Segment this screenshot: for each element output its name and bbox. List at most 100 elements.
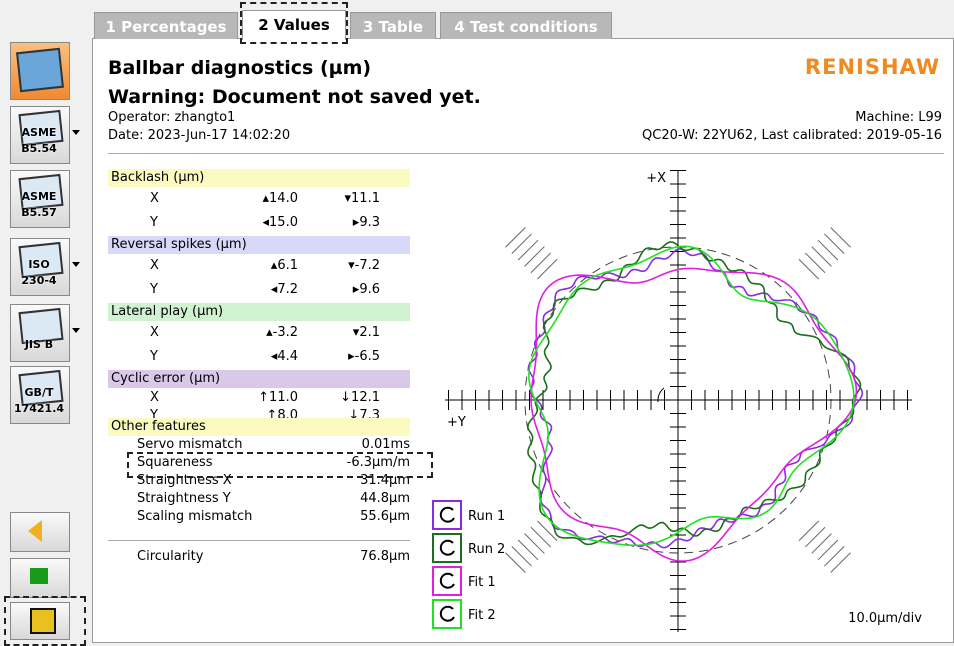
back-button[interactable]	[10, 512, 70, 552]
row-value: ◂7.2	[270, 282, 298, 297]
tab[interactable]: 2 Values	[242, 10, 346, 40]
row-value: ▾-7.2	[348, 258, 380, 273]
legend-icon	[439, 605, 455, 622]
calibration: QC20-W: 22YU62, Last calibrated: 2019-05…	[642, 128, 942, 143]
row-value: ▸9.6	[352, 282, 380, 297]
hatch	[824, 233, 845, 254]
toolbar-label: ISO	[28, 258, 50, 271]
row-value: ◂4.4	[270, 349, 298, 364]
feature-label: Squareness	[137, 455, 213, 470]
row-label: X	[150, 191, 159, 206]
legend-swatch	[432, 500, 462, 530]
row-label: X	[150, 258, 159, 273]
row-value: ▸-6.5	[348, 349, 380, 364]
hatch	[536, 258, 558, 280]
hatch	[524, 533, 545, 554]
row-label: X	[150, 390, 159, 405]
hatch	[530, 252, 552, 274]
hatch	[830, 552, 851, 573]
hatch	[824, 546, 845, 567]
section-header: Reversal spikes (µm)	[108, 236, 410, 254]
hatch	[517, 539, 539, 561]
row-value: ◂15.0	[262, 215, 298, 230]
row-value: ▴-3.2	[266, 325, 298, 340]
legend-icon	[439, 572, 455, 589]
hatch	[524, 246, 545, 267]
legend-label: Fit 2	[468, 608, 496, 623]
x-axis-label: +X	[646, 171, 666, 186]
row-value: ▾11.1	[344, 191, 380, 206]
toolbar-label: 230-4	[21, 274, 57, 287]
hatch	[798, 520, 820, 542]
operator: Operator: zhangto1	[108, 110, 236, 125]
feature-value: -6.3µm/m	[346, 455, 410, 470]
rotation-arrow	[657, 387, 665, 403]
hatch	[505, 227, 526, 248]
save-icon	[30, 608, 56, 634]
circularity-label: Circularity	[137, 549, 204, 564]
section-header: Lateral play (µm)	[108, 303, 410, 321]
feature-value: 44.8µm	[360, 491, 410, 506]
legend-icon	[439, 506, 455, 523]
section-header: Backlash (µm)	[108, 169, 410, 187]
machine: Machine: L99	[855, 110, 942, 125]
tab[interactable]: 1 Percentages	[94, 12, 238, 39]
row-value: ▾2.1	[352, 325, 380, 340]
section-header: Cyclic error (µm)	[108, 370, 410, 388]
toolbar-label: GB/T	[24, 386, 54, 399]
highlight-box	[240, 2, 348, 44]
hatch	[511, 233, 532, 254]
hatch	[817, 539, 839, 561]
hatch	[505, 552, 526, 573]
legend-swatch	[432, 566, 462, 596]
rewind-icon	[30, 568, 48, 584]
warning: Warning: Document not saved yet.	[108, 86, 481, 108]
date: Date: 2023-Jun-17 14:02:20	[108, 128, 291, 143]
hatch	[798, 258, 820, 280]
trace	[530, 267, 858, 562]
circularity-value: 76.8µm	[360, 549, 410, 564]
toolbar-label: ASME	[21, 126, 57, 139]
highlight-box	[4, 596, 86, 646]
row-label: Y	[150, 282, 158, 297]
highlight-box	[127, 452, 433, 478]
hatch	[804, 526, 826, 548]
row-label: Y	[150, 408, 158, 423]
title: Ballbar diagnostics (µm)	[108, 57, 372, 79]
toolbar-label: 17421.4	[13, 402, 65, 415]
hatch	[811, 246, 832, 267]
feature-label: Straightness Y	[137, 491, 231, 506]
y-axis-label: +Y	[447, 415, 466, 430]
separator	[108, 153, 944, 154]
legend-label: Fit 1	[468, 575, 496, 590]
feature-label: Servo mismatch	[137, 437, 243, 452]
legend-label: Run 2	[468, 542, 505, 557]
row-label: Y	[150, 215, 158, 230]
toolbar-label: JIS B	[24, 338, 54, 351]
dropdown-arrow[interactable]	[72, 130, 80, 139]
tab[interactable]: 3 Table	[350, 12, 436, 39]
row-value: ▸9.3	[352, 215, 380, 230]
dropdown-arrow[interactable]	[72, 262, 80, 271]
feature-label: Scaling mismatch	[137, 509, 253, 524]
legend-swatch	[432, 533, 462, 563]
toolbar-label: B5.57	[21, 206, 57, 219]
legend-icon	[439, 539, 455, 556]
dropdown-arrow[interactable]	[72, 328, 80, 337]
legend-swatch	[432, 599, 462, 629]
hatch	[530, 526, 552, 548]
tab[interactable]: 4 Test conditions	[440, 12, 612, 39]
section-header: Other features	[108, 418, 410, 436]
row-value: ↑11.0	[258, 390, 298, 405]
legend-label: Run 1	[468, 509, 505, 524]
trace	[527, 248, 864, 549]
arrow-icon	[28, 520, 42, 542]
separator	[108, 540, 410, 541]
hatch	[817, 239, 839, 261]
row-label: X	[150, 325, 159, 340]
hatch	[811, 533, 832, 554]
hatch	[804, 252, 826, 274]
hatch	[517, 239, 539, 261]
